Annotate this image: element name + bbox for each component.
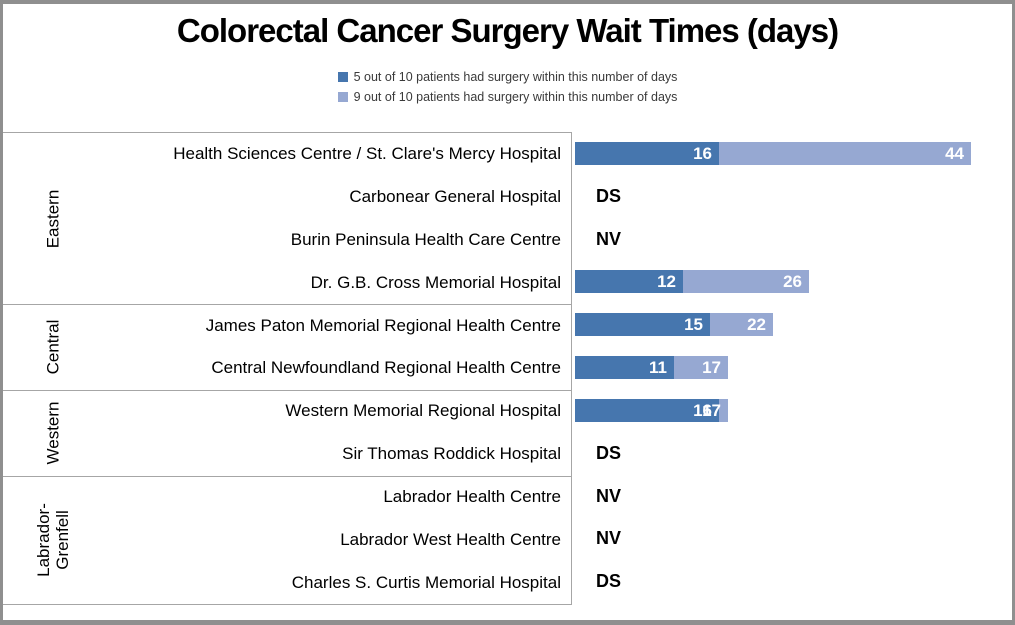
region-label-central: Central (43, 319, 63, 375)
bar-segment-p90 (683, 270, 809, 294)
hospital-label: Labrador West Health Centre (340, 529, 561, 549)
hospital-label: Health Sciences Centre / St. Clare's Mer… (173, 144, 561, 164)
value-label-p90: 17 (702, 357, 721, 377)
region-label-labrador-grenfell: Labrador- Grenfell (34, 502, 72, 577)
hospital-label: James Paton Memorial Regional Health Cen… (205, 315, 561, 335)
legend-swatch-p50-icon (337, 72, 348, 82)
chart-legend: 5 out of 10 patients had surgery within … (3, 70, 1012, 104)
region-label-eastern: Eastern (43, 189, 63, 248)
data-note-ds: DS (596, 185, 622, 206)
bar-segment-p90 (710, 313, 773, 337)
value-label-p90: 22 (747, 315, 766, 335)
hospital-label: Central Newfoundland Regional Health Cen… (211, 358, 561, 378)
hospital-row: Labrador Health Centre (3, 476, 571, 519)
data-note-ds: DS (596, 442, 622, 463)
hospital-row: James Paton Memorial Regional Health Cen… (3, 304, 571, 347)
data-note-ds: DS (596, 571, 622, 592)
value-label-p50: 11 (649, 357, 667, 377)
bar-row: DS (575, 175, 1012, 218)
bar-segment-p90 (674, 355, 728, 379)
value-label-p50: 15 (684, 315, 703, 335)
hospital-label: Charles S. Curtis Memorial Hospital (291, 572, 561, 592)
bar-row: DS (575, 432, 1012, 475)
bar-segment-p50 (575, 355, 674, 379)
region-divider-line (3, 389, 571, 391)
legend-item-p90: 9 out of 10 patients had surgery within … (337, 90, 678, 104)
bar-row: 16 44 (575, 132, 1012, 175)
data-note-nv: NV (596, 485, 622, 506)
bar-row: 11 17 (575, 346, 1012, 389)
value-label-p90: 44 (945, 143, 964, 163)
value-label-p50: 16 (693, 143, 712, 163)
bar-row: NV (575, 218, 1012, 261)
hospital-label: Carbonear General Hospital (349, 187, 561, 207)
value-label-p90: 17 (702, 400, 721, 420)
bar-row: DS (575, 560, 1012, 603)
hospital-label: Sir Thomas Roddick Hospital (342, 444, 561, 464)
legend-label-p90: 9 out of 10 patients had surgery within … (353, 90, 678, 104)
hospital-row: Sir Thomas Roddick Hospital (3, 433, 571, 476)
region-divider-line (3, 475, 571, 477)
hospital-row: Central Newfoundland Regional Health Cen… (3, 347, 571, 390)
data-note-nv: NV (596, 528, 622, 549)
bar-row: 16 17 (575, 389, 1012, 432)
region-label-western: Western (43, 401, 63, 465)
hospital-label: Burin Peninsula Health Care Centre (290, 230, 561, 250)
bar-row: 12 26 (575, 260, 1012, 303)
hospital-label: Labrador Health Centre (383, 486, 561, 506)
value-label-p90: 26 (783, 272, 802, 292)
category-axis-panel: Health Sciences Centre / St. Clare's Mer… (3, 132, 572, 605)
bar-row: NV (575, 475, 1012, 518)
value-label-p50: 12 (657, 272, 676, 292)
legend-swatch-p90-icon (337, 92, 348, 102)
data-note-nv: NV (596, 228, 622, 249)
hospital-row: Charles S. Curtis Memorial Hospital (3, 561, 571, 604)
bar-segment-p50 (575, 141, 719, 165)
hospital-label: Dr. G.B. Cross Memorial Hospital (310, 272, 561, 292)
bar-segment-p90 (719, 141, 971, 165)
region-divider-line (3, 304, 571, 306)
value-label-p50: 16 (693, 400, 712, 420)
bar-row: 15 22 (575, 303, 1012, 346)
hospital-row: Health Sciences Centre / St. Clare's Mer… (3, 133, 571, 176)
bar-segment-p50 (575, 398, 719, 422)
hospital-row: Western Memorial Regional Hospital (3, 390, 571, 433)
legend-label-p50: 5 out of 10 patients had surgery within … (353, 70, 678, 84)
bar-segment-p90 (719, 398, 728, 422)
hospital-row: Burin Peninsula Health Care Centre (3, 219, 571, 262)
hospital-row: Carbonear General Hospital (3, 176, 571, 219)
hospital-row: Labrador West Health Centre (3, 518, 571, 561)
bar-row: NV (575, 517, 1012, 560)
legend-item-p50: 5 out of 10 patients had surgery within … (337, 70, 678, 84)
hospital-row: Dr. G.B. Cross Memorial Hospital (3, 261, 571, 304)
bar-segment-p50 (575, 313, 710, 337)
plot-area: 16 44 DS NV 12 26 15 22 11 17 16 17 DS NV NV DS (573, 132, 1012, 603)
chart-title: Colorectal Cancer Surgery Wait Times (da… (176, 12, 839, 49)
hospital-label: Western Memorial Regional Hospital (285, 401, 561, 421)
bar-segment-p50 (575, 270, 683, 294)
